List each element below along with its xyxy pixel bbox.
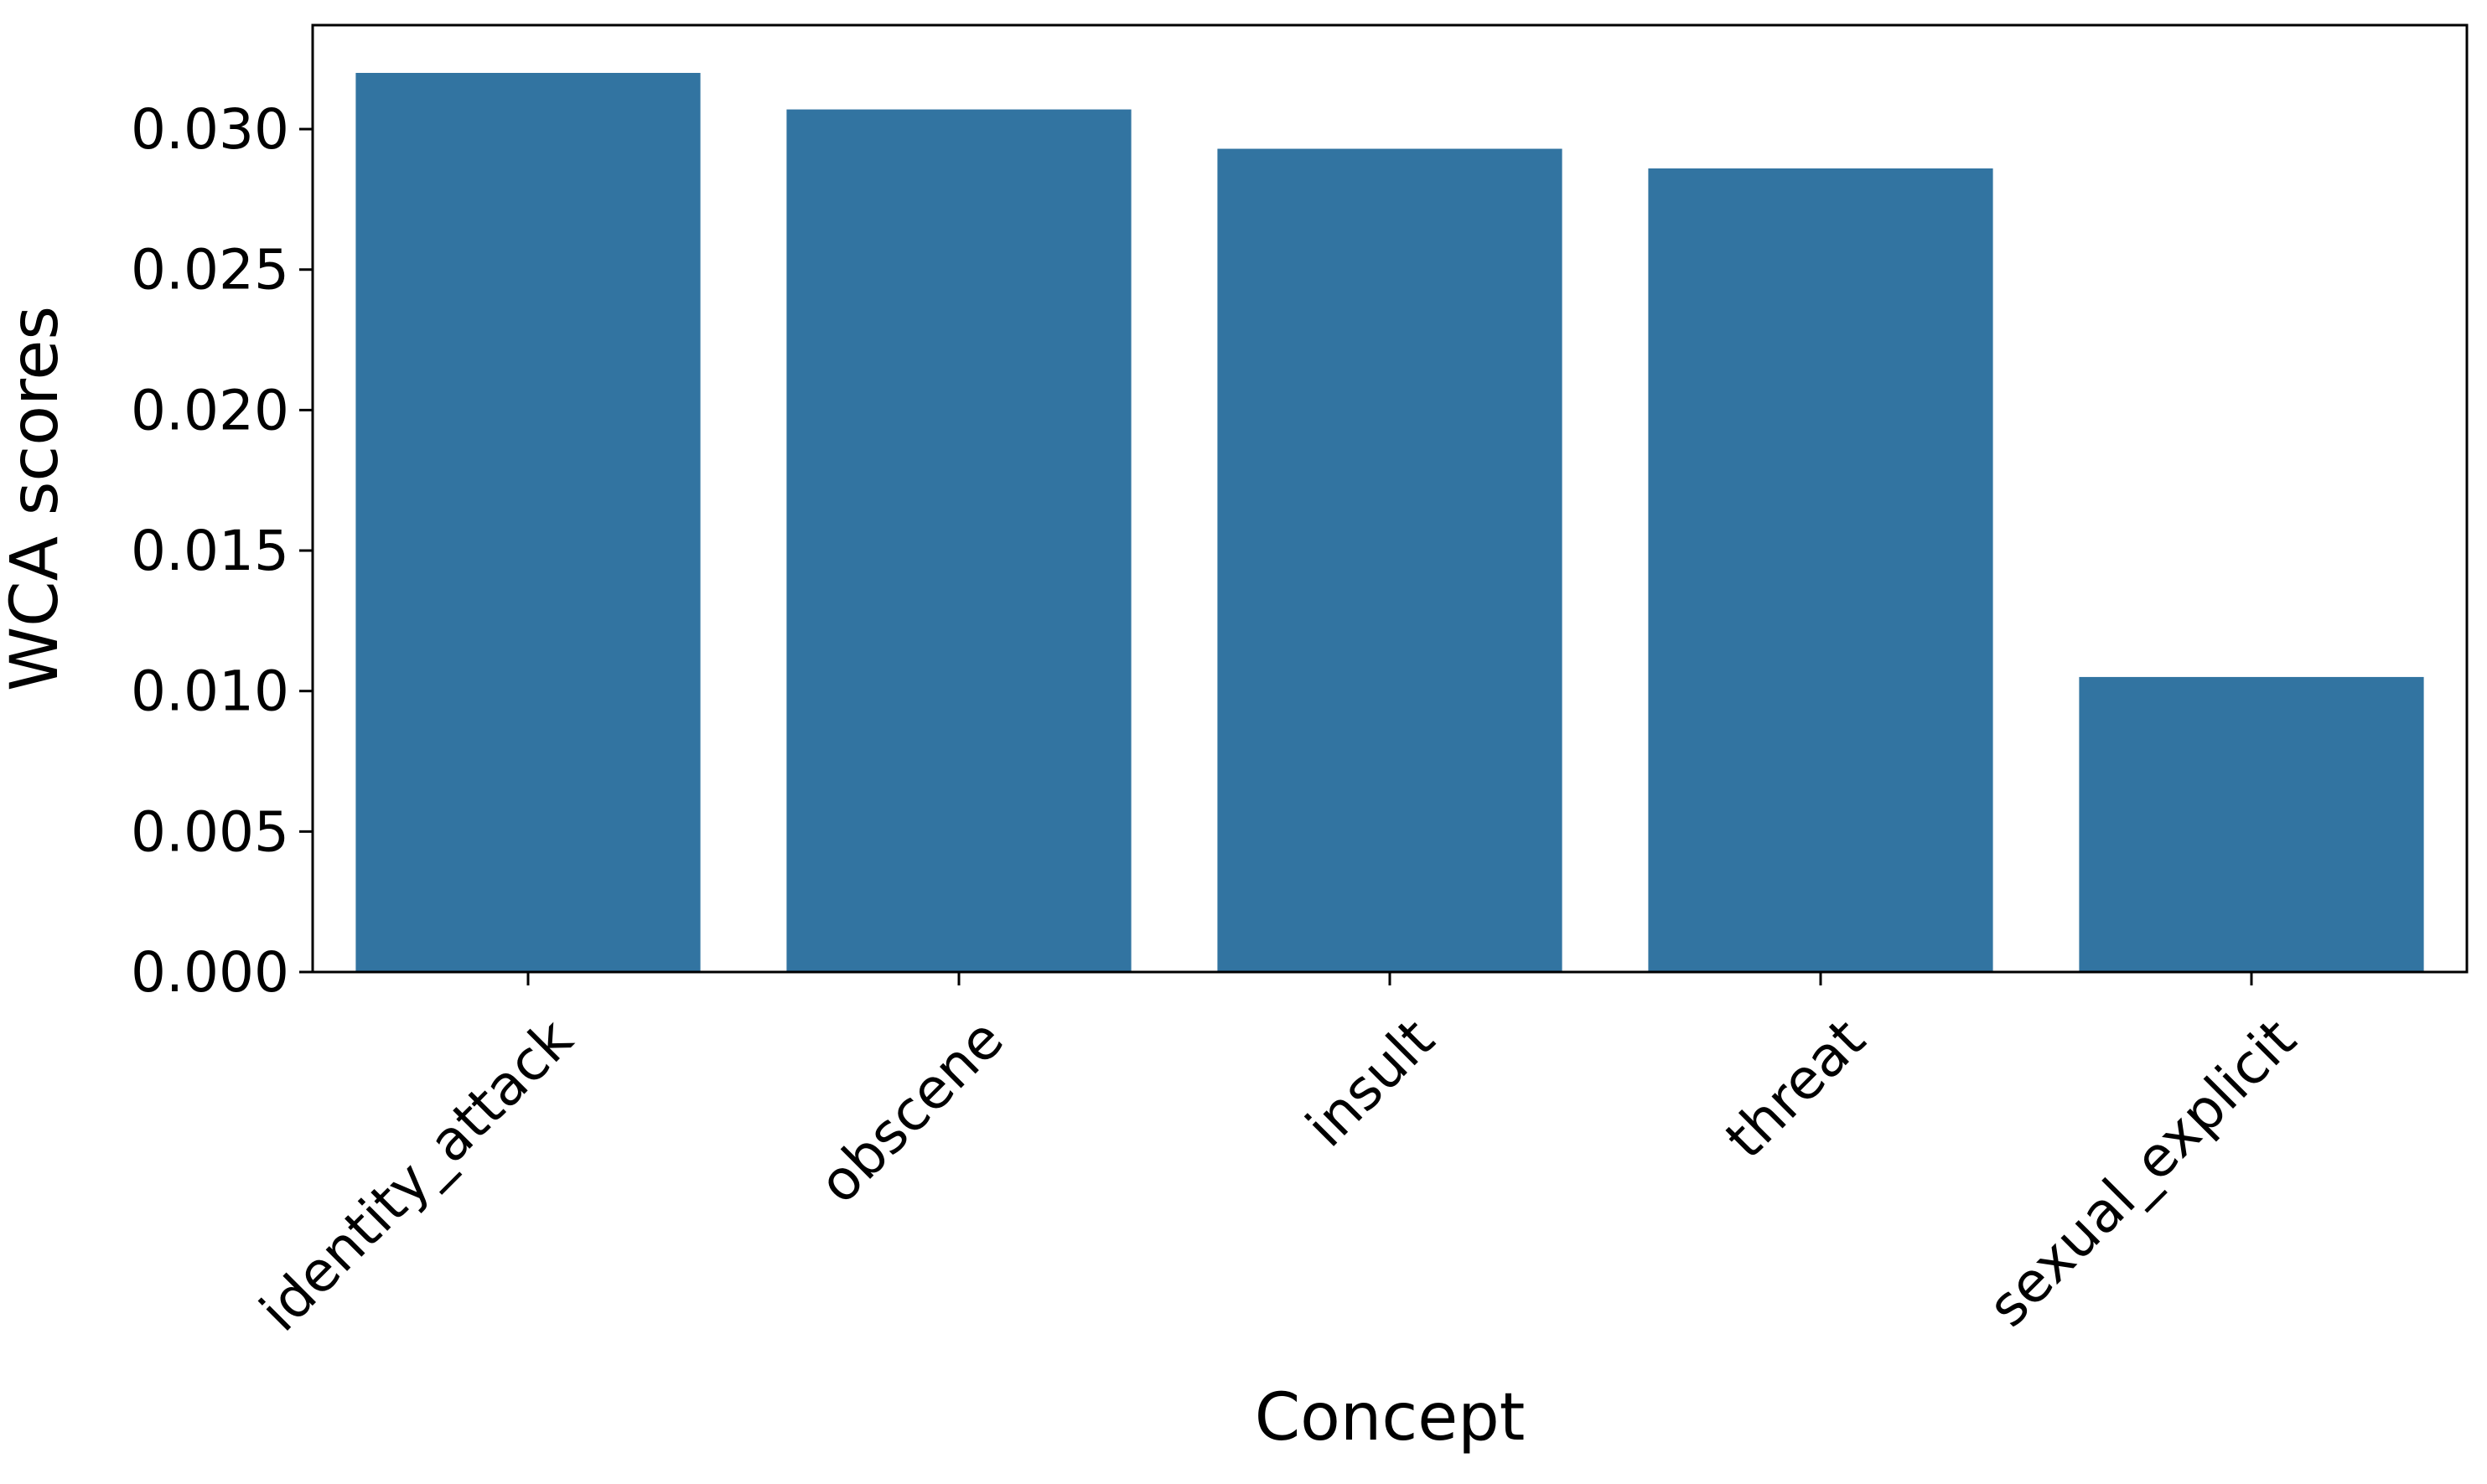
x-axis-label: Concept [1255,1380,1526,1456]
bar-identity-attack [355,73,701,973]
x-tick-label: obscene [806,1006,1016,1216]
bar-sexual-explicit [2079,676,2424,972]
x-tick-label: threat [1713,1006,1878,1171]
y-tick-label: 0.030 [131,97,289,162]
x-tick-label: sexual_explicit [1976,1006,2308,1339]
bar-insult [1217,148,1562,972]
bar-obscene [786,109,1132,972]
y-tick-label: 0.025 [131,238,289,302]
x-tick-label: identity_attack [247,1006,585,1344]
y-tick-label: 0.005 [131,799,289,864]
x-tick-label: insult [1294,1006,1447,1159]
plot-frame [311,23,2469,974]
y-tick-label: 0.020 [131,378,289,442]
bar-threat [1648,168,1993,972]
y-axis-ticks: 0.000 0.005 0.010 0.015 0.020 0.025 0.030 [131,97,313,1005]
bars-group [355,73,2424,973]
y-tick-label: 0.010 [131,659,289,724]
x-axis-ticks: identity_attack obscene insult threat sexual… [247,972,2308,1344]
y-tick-label: 0.000 [131,940,289,1005]
y-axis-label: WCA scores [0,306,73,691]
y-tick-label: 0.015 [131,519,289,583]
